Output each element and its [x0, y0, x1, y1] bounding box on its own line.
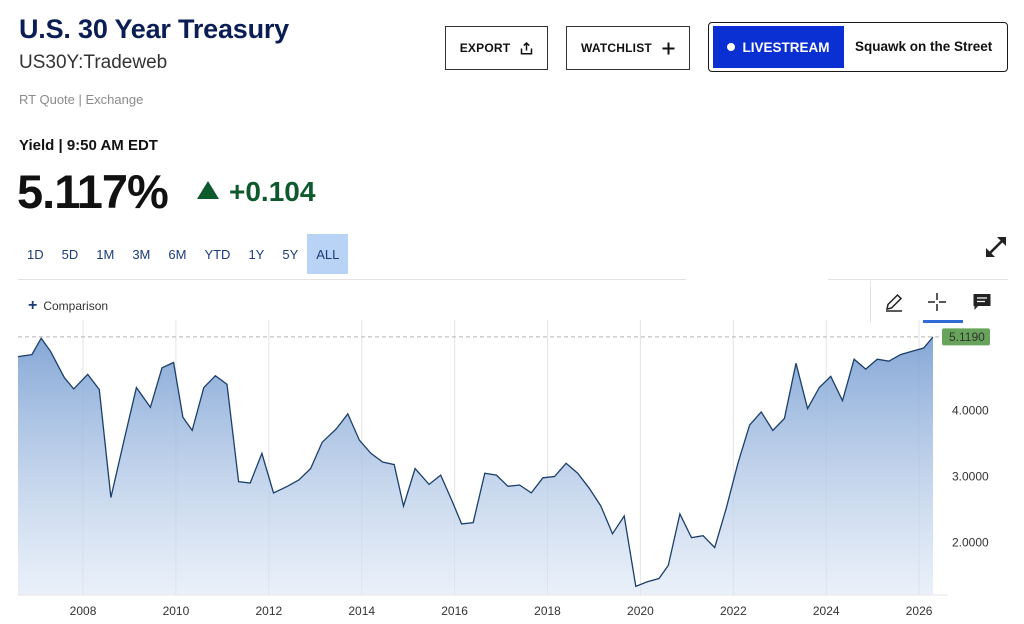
- tools-divider: [870, 281, 871, 323]
- export-label: EXPORT: [459, 41, 511, 55]
- livestream-button[interactable]: LIVESTREAM: [713, 26, 844, 68]
- x-tick-label: 2020: [627, 604, 654, 618]
- draw-tool-button[interactable]: [874, 288, 914, 320]
- range-all[interactable]: ALL: [307, 234, 349, 274]
- watchlist-label: WATCHLIST: [581, 41, 652, 55]
- yield-area: [18, 336, 933, 595]
- export-button[interactable]: EXPORT: [445, 26, 548, 70]
- comment-icon: [972, 292, 992, 317]
- crosshair-icon: [927, 292, 947, 317]
- range-5y[interactable]: 5Y: [282, 246, 299, 262]
- current-value-tag: 5.1190: [942, 328, 990, 346]
- current-value-label: 5.1190: [949, 330, 985, 344]
- x-tick-label: 2024: [813, 604, 840, 618]
- range-3m[interactable]: 3M: [132, 246, 151, 262]
- x-tick-label: 2010: [163, 604, 190, 618]
- share-icon: [520, 41, 533, 55]
- y-axis: 2.0000 3.0000 4.0000: [952, 404, 989, 550]
- current-value-tag-box: [942, 328, 990, 346]
- change-value: +0.104: [229, 176, 316, 207]
- livestream-panel[interactable]: LIVESTREAM Squawk on the Street: [708, 22, 1008, 72]
- x-tick-label: 2022: [720, 604, 747, 618]
- quote-source: RT Quote | Exchange: [19, 92, 144, 107]
- yield-value: 5.117%: [17, 165, 169, 218]
- symbol-label: US30Y:Tradeweb: [19, 52, 168, 73]
- range-selector: 1D 5D 1M 3M 6M YTD 1Y 5Y ALL: [18, 234, 349, 274]
- x-tick-label: 2018: [534, 604, 561, 618]
- yield-label: Yield | 9:50 AM EDT: [19, 137, 158, 154]
- triangle-up-icon: [197, 180, 219, 204]
- comparison-label: Comparison: [43, 299, 109, 313]
- x-tick-label: 2014: [348, 604, 375, 618]
- range-ytd[interactable]: YTD: [204, 246, 231, 262]
- plus-icon: [662, 42, 675, 55]
- yield-line: [17, 336, 934, 588]
- comparison-button[interactable]: + Comparison: [28, 298, 108, 314]
- range-5d[interactable]: 5D: [61, 246, 79, 262]
- plus-icon: +: [28, 297, 38, 314]
- x-tick-label: 2008: [70, 604, 97, 618]
- y-tick-label: 4.0000: [952, 404, 989, 418]
- change-indicator: +0.104: [197, 176, 315, 208]
- page-title: U.S. 30 Year Treasury: [19, 14, 289, 44]
- x-axis: 2008 2010 2012 2014 2016 2018 2020 2022 2024 2026: [70, 604, 933, 618]
- pencil-icon: [884, 292, 904, 317]
- range-1y[interactable]: 1Y: [248, 246, 265, 262]
- range-1m[interactable]: 1M: [96, 246, 115, 262]
- toolbar-divider: [18, 279, 686, 280]
- toolbar-divider-right: [828, 279, 1008, 280]
- live-show-title[interactable]: Squawk on the Street: [855, 39, 993, 54]
- active-tool-indicator: [923, 320, 963, 323]
- live-dot-icon: [727, 43, 736, 51]
- watchlist-button[interactable]: WATCHLIST: [566, 26, 690, 70]
- crosshair-tool-button[interactable]: [917, 288, 957, 320]
- y-tick-label: 2.0000: [952, 535, 989, 549]
- yield-chart[interactable]: 2008 2010 2012 2014 2016 2018 2020 2022 2024 2026…: [0, 320, 1024, 624]
- x-tick-label: 2012: [255, 604, 282, 618]
- x-tick-label: 2026: [906, 604, 933, 618]
- range-1d[interactable]: 1D: [27, 246, 44, 262]
- comment-tool-button[interactable]: [962, 288, 1002, 320]
- expand-icon[interactable]: [983, 234, 1009, 260]
- livestream-label: LIVESTREAM: [742, 39, 830, 55]
- range-6m[interactable]: 6M: [168, 246, 187, 262]
- y-tick-label: 3.0000: [952, 469, 989, 483]
- x-tick-label: 2016: [441, 604, 468, 618]
